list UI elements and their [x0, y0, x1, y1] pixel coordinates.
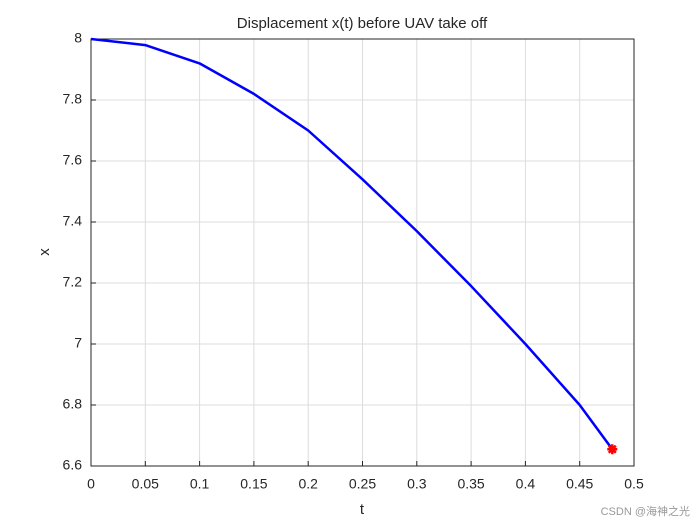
x-tick-label: 0.05 — [132, 476, 159, 492]
y-axis-label: x — [36, 248, 53, 256]
x-tick-label: 0.45 — [566, 476, 593, 492]
data-line — [90, 37, 614, 450]
x-tick-label: 0.25 — [349, 476, 376, 492]
x-tick-label: 0.15 — [240, 476, 267, 492]
y-tick-label: 7.8 — [63, 91, 83, 107]
x-tick-label: 0.35 — [457, 476, 484, 492]
x-tick-label: 0.4 — [516, 476, 536, 492]
y-tick-label: 8 — [74, 30, 82, 46]
x-tick-label: 0.3 — [407, 476, 427, 492]
y-tick-label: 7.2 — [63, 274, 83, 290]
x-tick-label: 0.1 — [190, 476, 210, 492]
watermark: CSDN @海神之光 — [601, 504, 690, 518]
x-tick-label: 0 — [87, 476, 95, 492]
chart-title: Displacement x(t) before UAV take off — [237, 15, 488, 32]
x-tick-label: 0.2 — [298, 476, 318, 492]
y-tick-label: 7.4 — [63, 213, 83, 229]
y-tick-label: 6.8 — [63, 396, 83, 412]
end-marker — [607, 444, 618, 455]
y-tick-label: 6.6 — [63, 457, 83, 473]
x-axis-label: t — [360, 501, 365, 518]
y-tick-label: 7.6 — [63, 152, 83, 168]
x-tick-label: 0.5 — [624, 476, 644, 492]
axes-box — [90, 38, 635, 467]
y-tick-label: 7 — [74, 335, 82, 351]
